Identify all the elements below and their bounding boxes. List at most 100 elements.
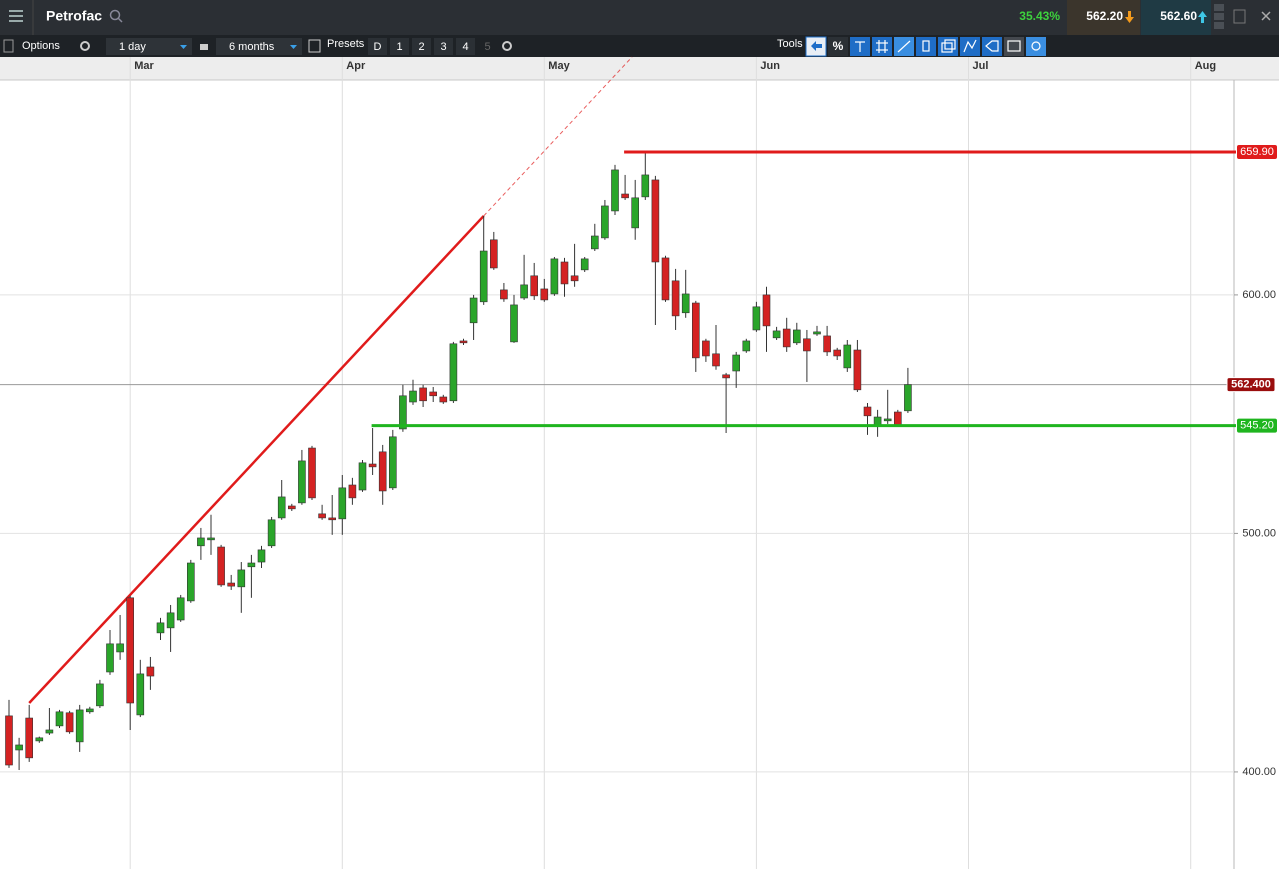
options[interactable]: Options: [22, 40, 60, 52]
preset-label[interactable]: D: [374, 41, 382, 53]
preset-button[interactable]: [456, 38, 475, 55]
candle-body: [893, 411, 902, 426]
candle-body: [156, 622, 165, 634]
candle-body: [762, 294, 771, 327]
buy-box[interactable]: [1141, 0, 1211, 35]
candle-body: [883, 418, 892, 422]
candle-body: [752, 306, 761, 331]
symbol[interactable]: Petrofac: [46, 8, 102, 24]
trend-extension: [483, 56, 633, 217]
candle-body: [257, 549, 266, 563]
candle-body: [106, 643, 114, 673]
candle-body: [580, 258, 589, 271]
candle-body: [853, 349, 862, 391]
candle-body: [55, 711, 64, 727]
candle-body: [429, 391, 438, 397]
preset-buttons: D 1 2 3 4 5: [368, 38, 497, 55]
candle-body: [813, 331, 821, 335]
candle-body: [308, 447, 316, 499]
candle-body: [631, 197, 640, 229]
level-tag: [1237, 418, 1277, 433]
candle-body: [540, 288, 549, 301]
percent-button[interactable]: %: [833, 39, 844, 53]
range-select[interactable]: [216, 38, 302, 55]
candle-body: [560, 261, 569, 285]
candle-body: [166, 612, 175, 629]
candle-body: [146, 666, 155, 677]
up-arrow: [1198, 11, 1207, 23]
preset-button[interactable]: [368, 38, 387, 55]
preset-button[interactable]: [412, 38, 431, 55]
candle-body: [702, 340, 710, 357]
down-arrow: [1125, 11, 1134, 23]
candle-body: [368, 463, 377, 468]
candle-body: [651, 179, 660, 263]
candle-body: [227, 582, 235, 587]
calendar-icon[interactable]: [308, 39, 321, 53]
dropdown-arrow: [290, 45, 297, 49]
candle-body: [116, 643, 124, 653]
range[interactable]: 6 months: [229, 41, 275, 53]
preset-button[interactable]: [478, 38, 497, 55]
last-price-label: 562.400: [1231, 378, 1271, 390]
candle-body: [712, 353, 720, 367]
gear[interactable]: [80, 41, 90, 51]
y-tick-label: 500.00: [1242, 527, 1276, 539]
preset-label[interactable]: 1: [396, 41, 402, 53]
candle-body: [823, 335, 831, 353]
candle-body: [843, 344, 852, 369]
y-tick-label: 400.00: [1242, 766, 1276, 778]
search-icon[interactable]: [109, 9, 123, 23]
candle-body: [803, 338, 811, 352]
window-icons[interactable]: [1214, 4, 1224, 29]
candle-body: [247, 562, 256, 568]
tools: Tools: [777, 38, 803, 50]
x-tick-label: Mar: [134, 60, 154, 72]
preset-button[interactable]: [390, 38, 409, 55]
candle-body: [237, 569, 246, 588]
menu-button[interactable]: [9, 10, 23, 22]
tool-icon: [811, 41, 822, 51]
candle-body: [65, 712, 74, 733]
candle-body: [510, 304, 518, 343]
sell-price[interactable]: 562.20: [1086, 9, 1123, 23]
candle-body: [732, 354, 741, 372]
date-axis: [0, 57, 1279, 80]
tool-button[interactable]: [828, 37, 848, 56]
preset-label[interactable]: 4: [462, 41, 468, 53]
interval-select[interactable]: [106, 38, 192, 55]
close-icon[interactable]: [1261, 11, 1271, 21]
buy-price[interactable]: 562.60: [1160, 9, 1197, 23]
preset-button[interactable]: [434, 38, 453, 55]
candle-body: [96, 683, 104, 707]
interval[interactable]: 1 day: [119, 41, 146, 53]
dropdown-arrow: [180, 45, 187, 49]
y-tick-label: 600.00: [1242, 289, 1276, 301]
options-icon[interactable]: [3, 39, 14, 53]
candle-body: [530, 275, 539, 297]
candle-body: [15, 744, 23, 751]
candle-body: [479, 250, 488, 303]
lock-icon[interactable]: [200, 44, 208, 50]
candle-body: [641, 174, 650, 198]
candle-body: [277, 496, 286, 519]
candle-body: [782, 328, 791, 348]
gear[interactable]: [502, 41, 512, 51]
popout-icon[interactable]: [1233, 9, 1246, 24]
candle-body: [75, 709, 84, 743]
candle-body: [176, 597, 185, 621]
candle-body: [661, 257, 670, 301]
preset-label[interactable]: 5: [484, 41, 490, 53]
candle-body: [409, 390, 417, 403]
x-tick-label: Aug: [1195, 60, 1216, 72]
preset-label[interactable]: 2: [418, 41, 424, 53]
trend-line: [28, 215, 485, 704]
candle-body: [45, 729, 54, 734]
preset-label[interactable]: 3: [440, 41, 446, 53]
candle-body: [388, 436, 397, 489]
candle-body: [621, 193, 629, 199]
presets: Presets: [327, 38, 365, 50]
candle-body: [399, 395, 407, 430]
candle-body: [590, 235, 599, 250]
